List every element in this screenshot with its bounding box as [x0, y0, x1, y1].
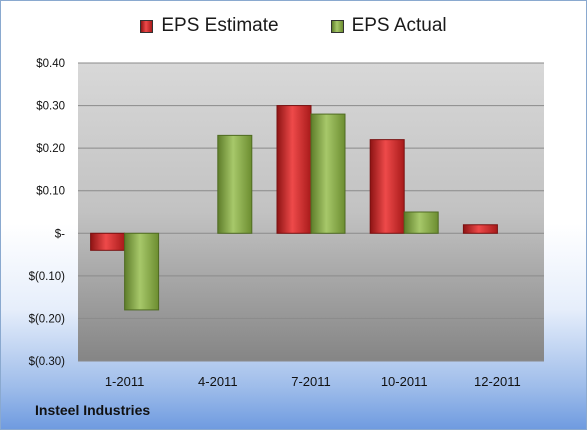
- y-tick-label: $(0.10): [29, 271, 66, 283]
- legend-swatch-actual: [330, 19, 344, 33]
- bars: [90, 105, 498, 311]
- y-tick-label: $0.40: [36, 58, 65, 70]
- bar-eps-estimate: [276, 105, 312, 234]
- bar-eps-estimate: [369, 139, 405, 234]
- bar-eps-actual: [310, 113, 346, 234]
- bar-eps-estimate: [462, 224, 498, 234]
- legend-item-estimate: EPS Estimate: [140, 15, 279, 37]
- legend-item-actual: EPS Actual: [330, 15, 447, 37]
- company-name: Insteel Industries: [35, 402, 151, 418]
- bar-eps-actual: [403, 211, 439, 234]
- y-tick-label: $0.30: [36, 101, 65, 113]
- bar-eps-actual: [124, 232, 160, 311]
- legend-label-actual: EPS Actual: [351, 15, 447, 36]
- x-category-label: 12-2011: [474, 374, 521, 389]
- legend-label-estimate: EPS Estimate: [161, 15, 279, 36]
- x-axis-labels: 1-2011 4-2011 7-2011 10-2011 12-2011: [105, 374, 521, 389]
- y-tick-label: $0.10: [36, 186, 65, 198]
- y-tick-label: $-: [55, 228, 65, 240]
- x-category-label: 10-2011: [381, 374, 428, 389]
- y-tick-label: $0.20: [36, 143, 65, 155]
- x-category-label: 4-2011: [198, 374, 238, 389]
- legend: EPS Estimate EPS Actual: [1, 15, 586, 37]
- y-axis-ticks: $0.40 $0.30 $0.20 $0.10 $- $(0.10) $(0.20) $(0.…: [29, 58, 66, 368]
- y-tick-label: $(0.30): [29, 356, 66, 368]
- y-tick-label: $(0.20): [29, 313, 66, 325]
- bar-eps-actual: [217, 134, 253, 234]
- x-category-label: 1-2011: [105, 374, 145, 389]
- x-category-label: 7-2011: [291, 374, 331, 389]
- legend-swatch-estimate: [140, 19, 154, 33]
- bar-eps-estimate: [90, 232, 126, 251]
